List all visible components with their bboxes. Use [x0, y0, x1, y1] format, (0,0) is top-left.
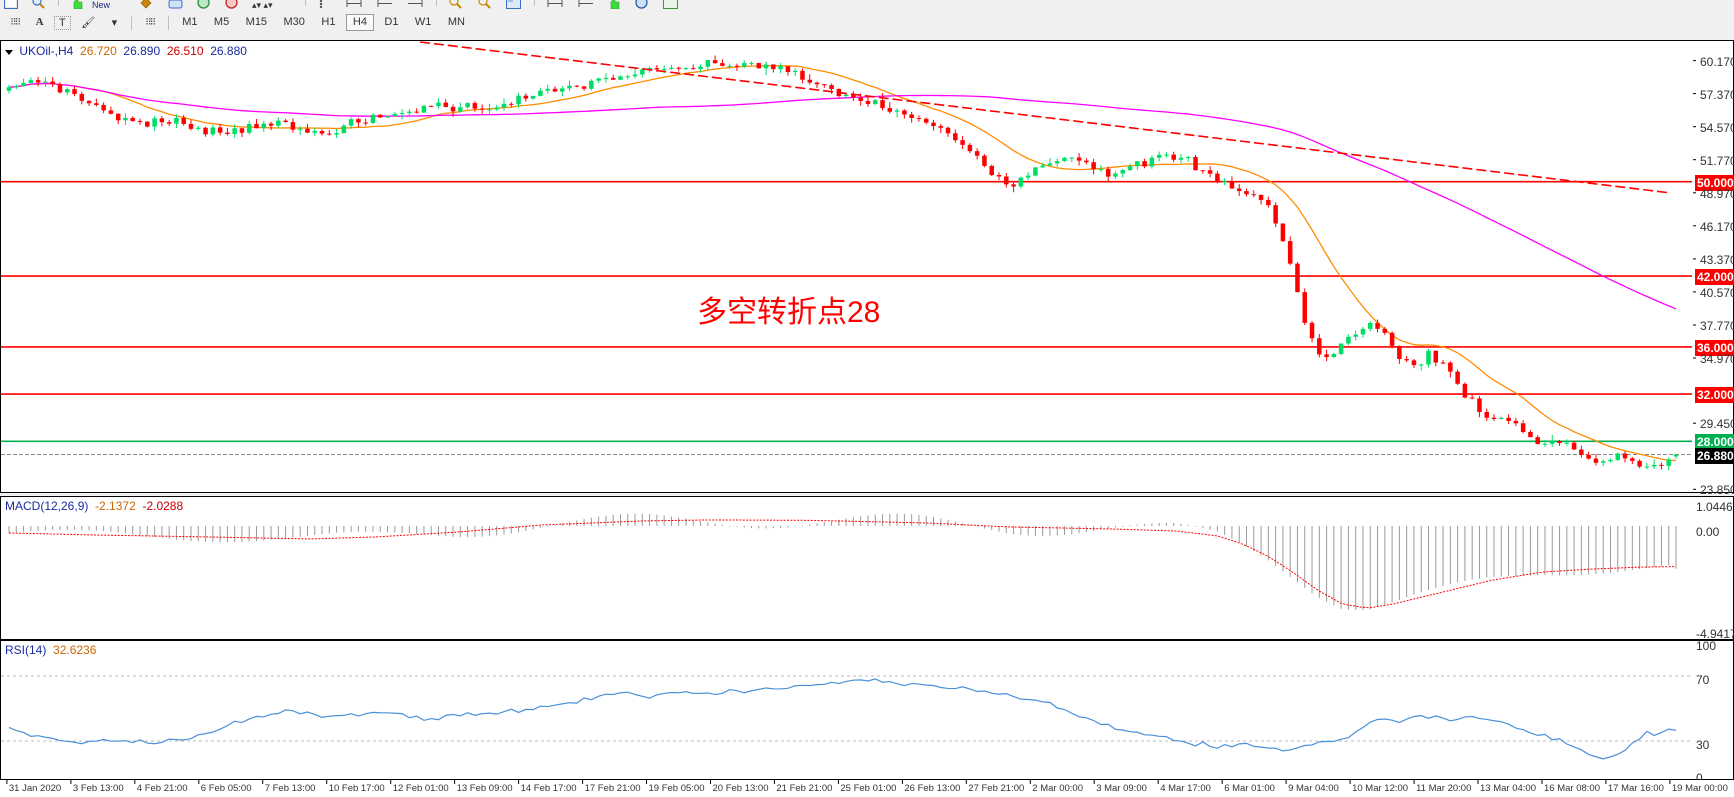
- svg-text:▴▾ ▴▾: ▴▾ ▴▾: [252, 0, 273, 9]
- svg-text:New: New: [92, 0, 111, 9]
- svg-text:多空转折点28: 多空转折点28: [697, 296, 880, 329]
